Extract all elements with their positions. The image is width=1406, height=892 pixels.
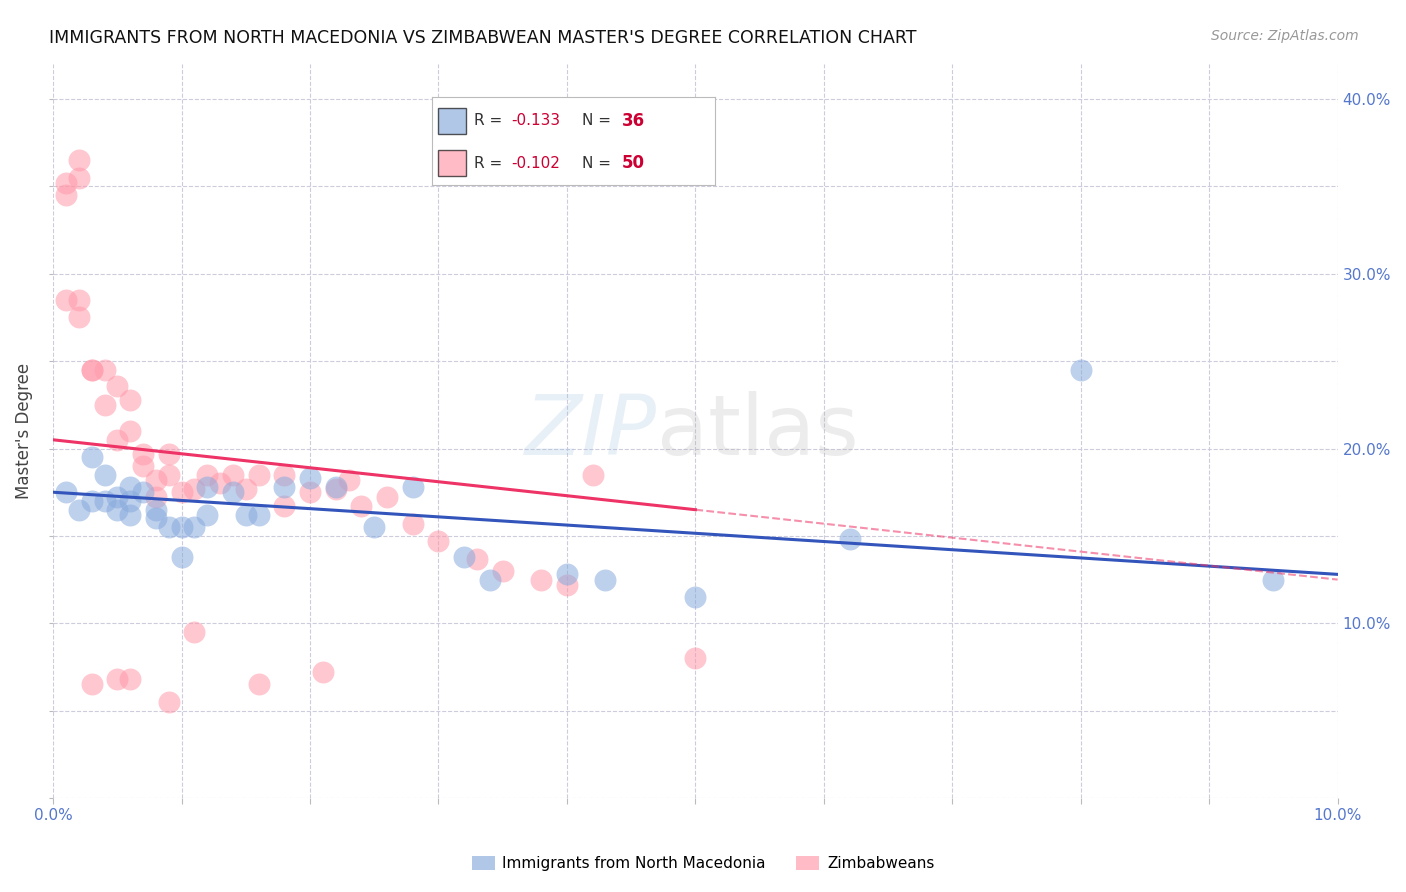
Point bbox=[363, 520, 385, 534]
Point bbox=[1070, 363, 1092, 377]
Point bbox=[157, 447, 180, 461]
Legend: Immigrants from North Macedonia, Zimbabweans: Immigrants from North Macedonia, Zimbabw… bbox=[465, 850, 941, 877]
Point bbox=[80, 494, 103, 508]
Point bbox=[80, 450, 103, 465]
Point bbox=[105, 378, 128, 392]
Point bbox=[55, 293, 77, 307]
Point bbox=[402, 480, 425, 494]
Point bbox=[478, 573, 501, 587]
Point bbox=[67, 310, 90, 325]
Point bbox=[209, 476, 232, 491]
Point bbox=[93, 363, 115, 377]
Point bbox=[157, 520, 180, 534]
Point bbox=[247, 508, 270, 522]
Text: IMMIGRANTS FROM NORTH MACEDONIA VS ZIMBABWEAN MASTER'S DEGREE CORRELATION CHART: IMMIGRANTS FROM NORTH MACEDONIA VS ZIMBA… bbox=[49, 29, 917, 46]
Point bbox=[685, 651, 707, 665]
Point bbox=[325, 482, 347, 496]
Point bbox=[67, 293, 90, 307]
Point bbox=[685, 590, 707, 604]
Point bbox=[67, 170, 90, 185]
Point bbox=[67, 502, 90, 516]
Point bbox=[273, 499, 295, 513]
Point bbox=[299, 485, 322, 500]
Point bbox=[465, 551, 488, 566]
Point bbox=[120, 494, 142, 508]
Point bbox=[157, 467, 180, 482]
Point bbox=[55, 188, 77, 202]
Point bbox=[132, 447, 155, 461]
Point bbox=[195, 508, 218, 522]
Point bbox=[838, 533, 860, 547]
Y-axis label: Master's Degree: Master's Degree bbox=[15, 363, 32, 500]
Point bbox=[55, 176, 77, 190]
Point bbox=[555, 578, 578, 592]
Point bbox=[195, 467, 218, 482]
Point bbox=[312, 665, 335, 680]
Point bbox=[492, 564, 515, 578]
Point bbox=[170, 485, 193, 500]
Point bbox=[105, 672, 128, 686]
Point bbox=[402, 516, 425, 531]
Point bbox=[145, 511, 167, 525]
Point bbox=[555, 567, 578, 582]
Point bbox=[80, 363, 103, 377]
Point bbox=[235, 508, 257, 522]
Point bbox=[93, 494, 115, 508]
Point bbox=[120, 424, 142, 438]
Text: ZIP: ZIP bbox=[524, 391, 657, 472]
Point bbox=[55, 485, 77, 500]
Point bbox=[120, 672, 142, 686]
Point bbox=[157, 695, 180, 709]
Point bbox=[170, 549, 193, 564]
Point bbox=[581, 467, 603, 482]
Point bbox=[235, 482, 257, 496]
Point bbox=[105, 502, 128, 516]
Point bbox=[80, 363, 103, 377]
Point bbox=[595, 573, 617, 587]
Point bbox=[325, 480, 347, 494]
Point bbox=[170, 520, 193, 534]
Point bbox=[145, 491, 167, 505]
Point bbox=[247, 467, 270, 482]
Point bbox=[183, 520, 205, 534]
Point bbox=[132, 485, 155, 500]
Text: atlas: atlas bbox=[657, 391, 859, 472]
Point bbox=[93, 398, 115, 412]
Point bbox=[145, 473, 167, 487]
Point bbox=[337, 473, 360, 487]
Point bbox=[67, 153, 90, 168]
Point bbox=[120, 392, 142, 407]
Point bbox=[195, 480, 218, 494]
Point bbox=[273, 480, 295, 494]
Point bbox=[453, 549, 475, 564]
Point bbox=[120, 480, 142, 494]
Point bbox=[222, 485, 245, 500]
Text: Source: ZipAtlas.com: Source: ZipAtlas.com bbox=[1211, 29, 1358, 43]
Point bbox=[105, 433, 128, 447]
Point bbox=[145, 502, 167, 516]
Point bbox=[1263, 573, 1285, 587]
Point bbox=[375, 491, 398, 505]
Point bbox=[299, 471, 322, 485]
Point bbox=[222, 467, 245, 482]
Point bbox=[427, 534, 450, 549]
Point bbox=[80, 677, 103, 691]
Point bbox=[120, 508, 142, 522]
Point bbox=[530, 573, 553, 587]
Point bbox=[273, 467, 295, 482]
Point bbox=[350, 499, 373, 513]
Point bbox=[132, 458, 155, 473]
Point bbox=[183, 625, 205, 640]
Point bbox=[247, 677, 270, 691]
Point bbox=[183, 482, 205, 496]
Point bbox=[93, 467, 115, 482]
Point bbox=[105, 491, 128, 505]
